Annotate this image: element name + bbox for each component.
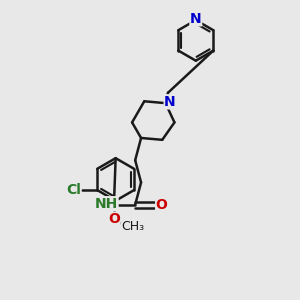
Text: N: N <box>164 95 176 109</box>
Text: CH₃: CH₃ <box>121 220 144 233</box>
Text: NH: NH <box>95 197 118 211</box>
Text: O: O <box>108 212 120 226</box>
Text: O: O <box>156 198 168 212</box>
Text: N: N <box>190 12 202 26</box>
Text: Cl: Cl <box>66 183 81 197</box>
